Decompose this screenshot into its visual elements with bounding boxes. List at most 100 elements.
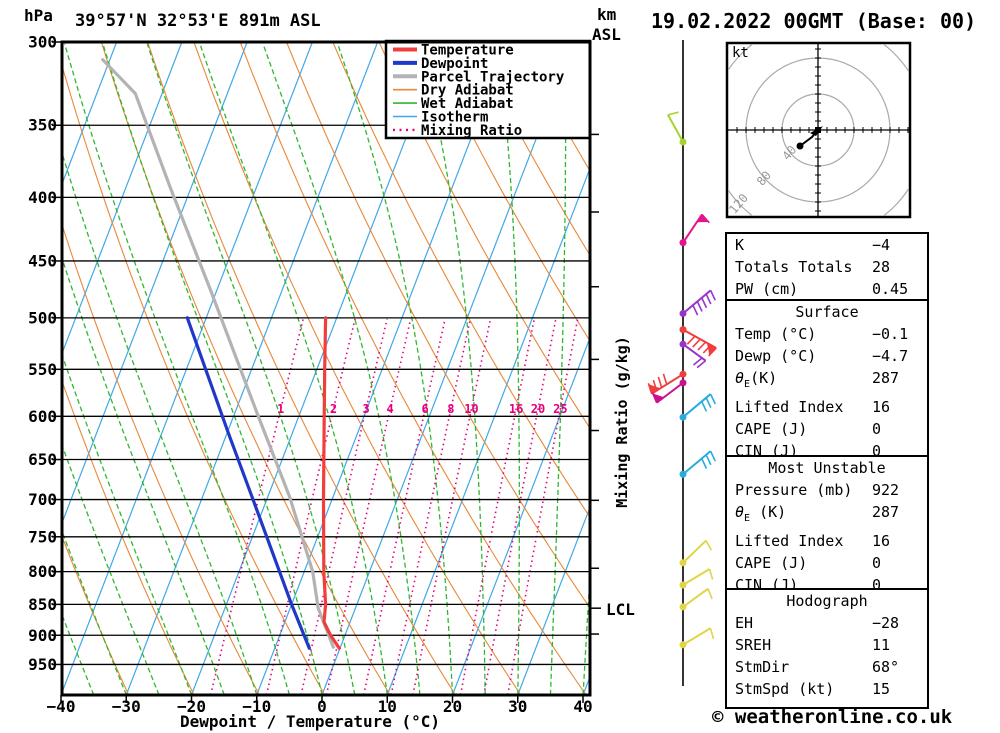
wind-barb-tick [696, 301, 703, 312]
copyright-notice: © weatheronline.co.uk [712, 706, 953, 728]
wind-barb-station-dot [679, 239, 687, 247]
wind-barb-tick [662, 373, 668, 385]
wind-barb-staff [682, 587, 709, 608]
wet-adiabat-line [62, 442, 160, 695]
table-row-value: −4.7 [872, 347, 909, 365]
table-row: Lifted Index 16 [727, 396, 927, 418]
wind-barb-tick [692, 304, 699, 316]
table-row-label: StmDir [735, 658, 790, 676]
wind-barb-tick [686, 335, 696, 345]
mixing-ratio-line [209, 318, 304, 695]
table-row-label: CAPE (J) [735, 420, 808, 438]
table-title: Most Unstable [768, 459, 886, 477]
dry-adiabat-line [193, 42, 522, 695]
wind-barb-tick [705, 540, 713, 551]
wind-barb-pennant [706, 342, 717, 356]
wind-barb-tick [705, 397, 712, 409]
wind-barb-station-dot [679, 603, 687, 611]
mixing-ratio-line [412, 318, 492, 695]
mixing-ratio-line [483, 318, 557, 695]
dry-adiabat-line [239, 42, 587, 695]
table-row: StmDir 68° [727, 656, 927, 678]
pressure-tick-label: 900 [28, 626, 57, 645]
wind-barb-station-dot [679, 310, 687, 318]
wind-barb-station-dot [679, 370, 687, 378]
mixing-ratio-line [459, 318, 536, 695]
table-row-value: −0.1 [872, 325, 909, 343]
mixing-ratio-value-label: 2 [330, 402, 337, 416]
wind-barb-tick [709, 290, 716, 301]
table-row: CAPE (J) 0 [727, 418, 927, 440]
table-row-value: 16 [872, 532, 891, 550]
dry-adiabat-line [62, 535, 130, 695]
isotherm-line [256, 42, 509, 695]
wind-barb-tick [709, 628, 715, 640]
table-row-label: Lifted Index [735, 532, 844, 550]
wind-barb-tick [701, 401, 708, 412]
pressure-tick-label: 800 [28, 562, 57, 581]
skewt-plot-lines [0, 42, 590, 695]
table-row: Temp (°C) −0.1 [727, 323, 927, 345]
altitude-axis-unit-asl: ASL [592, 25, 621, 44]
indices-table-most-unstable: Most Unstable Pressure (mb) 922 θE (K) 287 Li… [725, 455, 929, 594]
wind-barb-station-dot [679, 581, 687, 589]
table-row-value: 11 [872, 636, 891, 654]
table-row: Totals Totals 28 [727, 256, 927, 278]
wind-barb-station-dot [679, 641, 687, 649]
wind-barb [647, 370, 687, 395]
table-row-value: 287 [872, 503, 900, 521]
wet-adiabat-line [0, 44, 28, 695]
table-row-label: K [735, 236, 745, 254]
run-datetime: 19.02.2022 00GMT (Base: 00) [651, 9, 977, 33]
pressure-tick-label: 350 [28, 116, 57, 135]
pressure-axis-unit-label: hPa [24, 6, 53, 25]
wet-adiabat-line [62, 352, 193, 695]
wind-barb-pennant [648, 384, 661, 394]
wet-adiabat-line [337, 43, 454, 695]
table-row-value: 15 [872, 680, 891, 698]
table-row-label: SREH [735, 636, 772, 654]
mixing-ratio-axis-label: Mixing Ratio (g/kg) [613, 336, 631, 508]
wind-barb [679, 568, 714, 589]
wet-adiabat-line [62, 256, 225, 695]
altitude-axis-unit-km: km [597, 5, 617, 24]
wet-adiabat-line [262, 43, 421, 695]
wind-barb-staff [682, 568, 711, 586]
wind-barb-tick [692, 357, 703, 366]
wind-barb [679, 213, 710, 247]
legend-label: Mixing Ratio [421, 123, 522, 139]
temp-tick-label: 10 [378, 697, 397, 716]
dry-adiabat-line [471, 42, 590, 257]
mixing-ratio-value-label: 25 [553, 402, 567, 416]
hodograph-unit-label: kt [732, 45, 749, 61]
temp-tick-label: 20 [443, 697, 462, 716]
wind-barb [679, 340, 707, 369]
wind-barb-pennant [652, 393, 664, 403]
legend-box [384, 39, 592, 140]
table-row-value: 68° [872, 658, 900, 676]
wind-barb-staff [682, 393, 712, 418]
legend-label: Dewpoint [421, 56, 488, 72]
mixing-ratio-line [362, 318, 446, 695]
wind-barb-station-dot [679, 379, 687, 387]
wind-barb-tick [701, 213, 710, 224]
table-row-value: 0 [872, 554, 882, 572]
legend-label: Wet Adiabat [421, 96, 514, 112]
temperature-axis-label: Dewpoint / Temperature (°C) [179, 712, 441, 731]
wind-barb-station-dot [679, 326, 687, 334]
table-row: CAPE (J) 0 [727, 552, 927, 574]
wet-adiabat-line [62, 529, 127, 695]
mixing-ratio-value-label: 8 [447, 402, 454, 416]
wind-barb-station-dot [679, 559, 687, 567]
table-row-value: 16 [872, 398, 891, 416]
table-row: θE (K) 287 [727, 501, 927, 530]
station-title: 39°57'N 32°53'E 891m ASL [75, 11, 321, 31]
temp-tick-label: 30 [508, 697, 527, 716]
wind-barb-station-dot [679, 470, 687, 478]
wind-barb-tick [707, 588, 713, 600]
wind-barb [679, 539, 713, 567]
wind-barb-tick [696, 360, 707, 369]
